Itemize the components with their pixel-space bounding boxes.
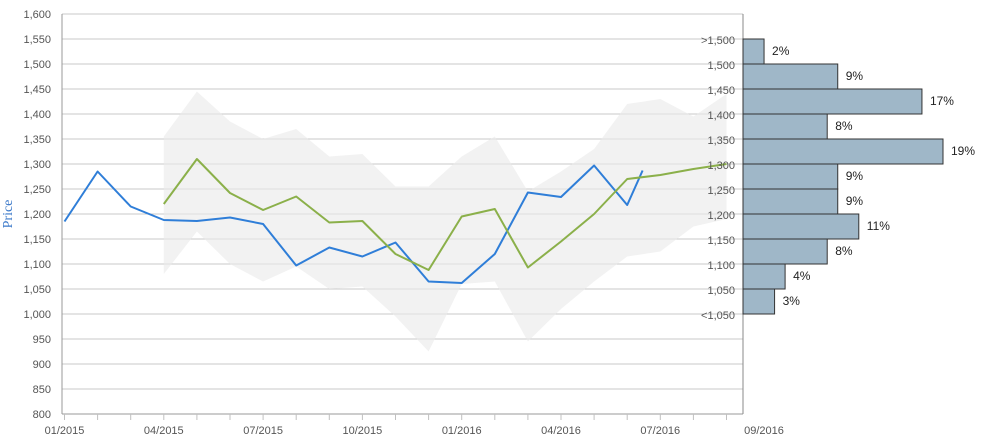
- y-tick-label: 1,050: [23, 284, 51, 296]
- histogram-bin-label: 1,050: [707, 285, 735, 297]
- x-tick-label: 04/2015: [144, 425, 184, 437]
- histogram-bin-label: <1,050: [701, 310, 735, 322]
- series-lines: [63, 158, 727, 284]
- histogram-bin-label: 1,100: [707, 260, 735, 272]
- y-tick-label: 1,350: [23, 134, 51, 146]
- histogram-bin-label: 1,500: [707, 60, 735, 72]
- y-tick-label: 800: [33, 409, 51, 421]
- y-tick-label: 1,400: [23, 109, 51, 121]
- actual-price-line: [63, 164, 644, 284]
- histogram-bar: [742, 213, 860, 240]
- y-tick-label: 1,000: [23, 309, 51, 321]
- histogram-percent-label: 9%: [846, 169, 864, 183]
- histogram-percent-label: 9%: [846, 69, 864, 83]
- x-tick-label: 07/2015: [243, 425, 283, 437]
- histogram-bin-label: 1,400: [707, 110, 735, 122]
- histogram-bar: [742, 88, 923, 115]
- y-tick-label: 1,100: [23, 259, 51, 271]
- histogram-bar: [742, 138, 944, 165]
- y-tick-label: 1,150: [23, 234, 51, 246]
- histogram-bar: [742, 163, 839, 190]
- confidence-band: [163, 91, 727, 352]
- forecast-price-line: [162, 158, 727, 271]
- y-tick-label: 1,500: [23, 59, 51, 71]
- histogram-bar: [742, 288, 776, 315]
- histogram-percent-label: 2%: [772, 44, 790, 58]
- y-tick-label: 950: [33, 334, 51, 346]
- y-tick-label: 1,200: [23, 209, 51, 221]
- histogram-bin-label: 1,350: [707, 135, 735, 147]
- y-tick-label: 1,550: [23, 34, 51, 46]
- histogram-percent-label: 19%: [951, 144, 975, 158]
- histogram-bar: [742, 38, 765, 65]
- y-tick-labels: 800 850 900 950 1,000 1,050 1,100 1,150 1,200 1,2…: [23, 9, 51, 421]
- y-tick-label: 1,450: [23, 84, 51, 96]
- y-tick-label: 1,300: [23, 159, 51, 171]
- y-tick-label: 850: [33, 384, 51, 396]
- y-axis-label: Price: [1, 200, 16, 229]
- histogram-bin-label: >1,500: [701, 35, 735, 47]
- x-tick-label: 01/2016: [442, 425, 482, 437]
- histogram-bar: [742, 63, 839, 90]
- histogram-percent-label: 4%: [793, 269, 811, 283]
- histogram-bin-label: 1,300: [707, 160, 735, 172]
- histogram-bin-label: 1,150: [707, 235, 735, 247]
- histogram-percent-label: 8%: [835, 119, 853, 133]
- x-tick-label: 01/2015: [45, 425, 85, 437]
- histogram-bar: [742, 188, 839, 215]
- histogram-percent-label: 9%: [846, 194, 864, 208]
- histogram-percent-label: 11%: [867, 219, 890, 233]
- x-tick-label: 10/2015: [343, 425, 383, 437]
- histogram-bar: [742, 238, 828, 265]
- forecast-band: [163, 91, 727, 352]
- x-tick-labels: 01/2015 04/2015 07/2015 10/2015 01/2016 04/20…: [45, 425, 784, 437]
- x-tick-label: 04/2016: [541, 425, 581, 437]
- y-tick-label: 900: [33, 359, 51, 371]
- histogram-bin-label: 1,450: [707, 85, 735, 97]
- histogram-bar: [742, 113, 828, 140]
- histogram-percent-label: 8%: [835, 244, 853, 258]
- distribution-histogram: 2% >1,500 9% 1,500 17% 1,450 8% 1,400 19% 1,350 9%…: [701, 35, 975, 322]
- x-tick-label: 07/2016: [640, 425, 680, 437]
- histogram-bar: [742, 263, 786, 290]
- histogram-percent-label: 3%: [783, 294, 801, 308]
- y-tick-label: 1,600: [23, 9, 51, 21]
- histogram-bin-label: 1,250: [707, 185, 735, 197]
- y-tick-label: 1,250: [23, 184, 51, 196]
- histogram-bin-label: 1,200: [707, 210, 735, 222]
- x-tick-label: 09/2016: [744, 425, 784, 437]
- histogram-percent-label: 17%: [930, 94, 954, 108]
